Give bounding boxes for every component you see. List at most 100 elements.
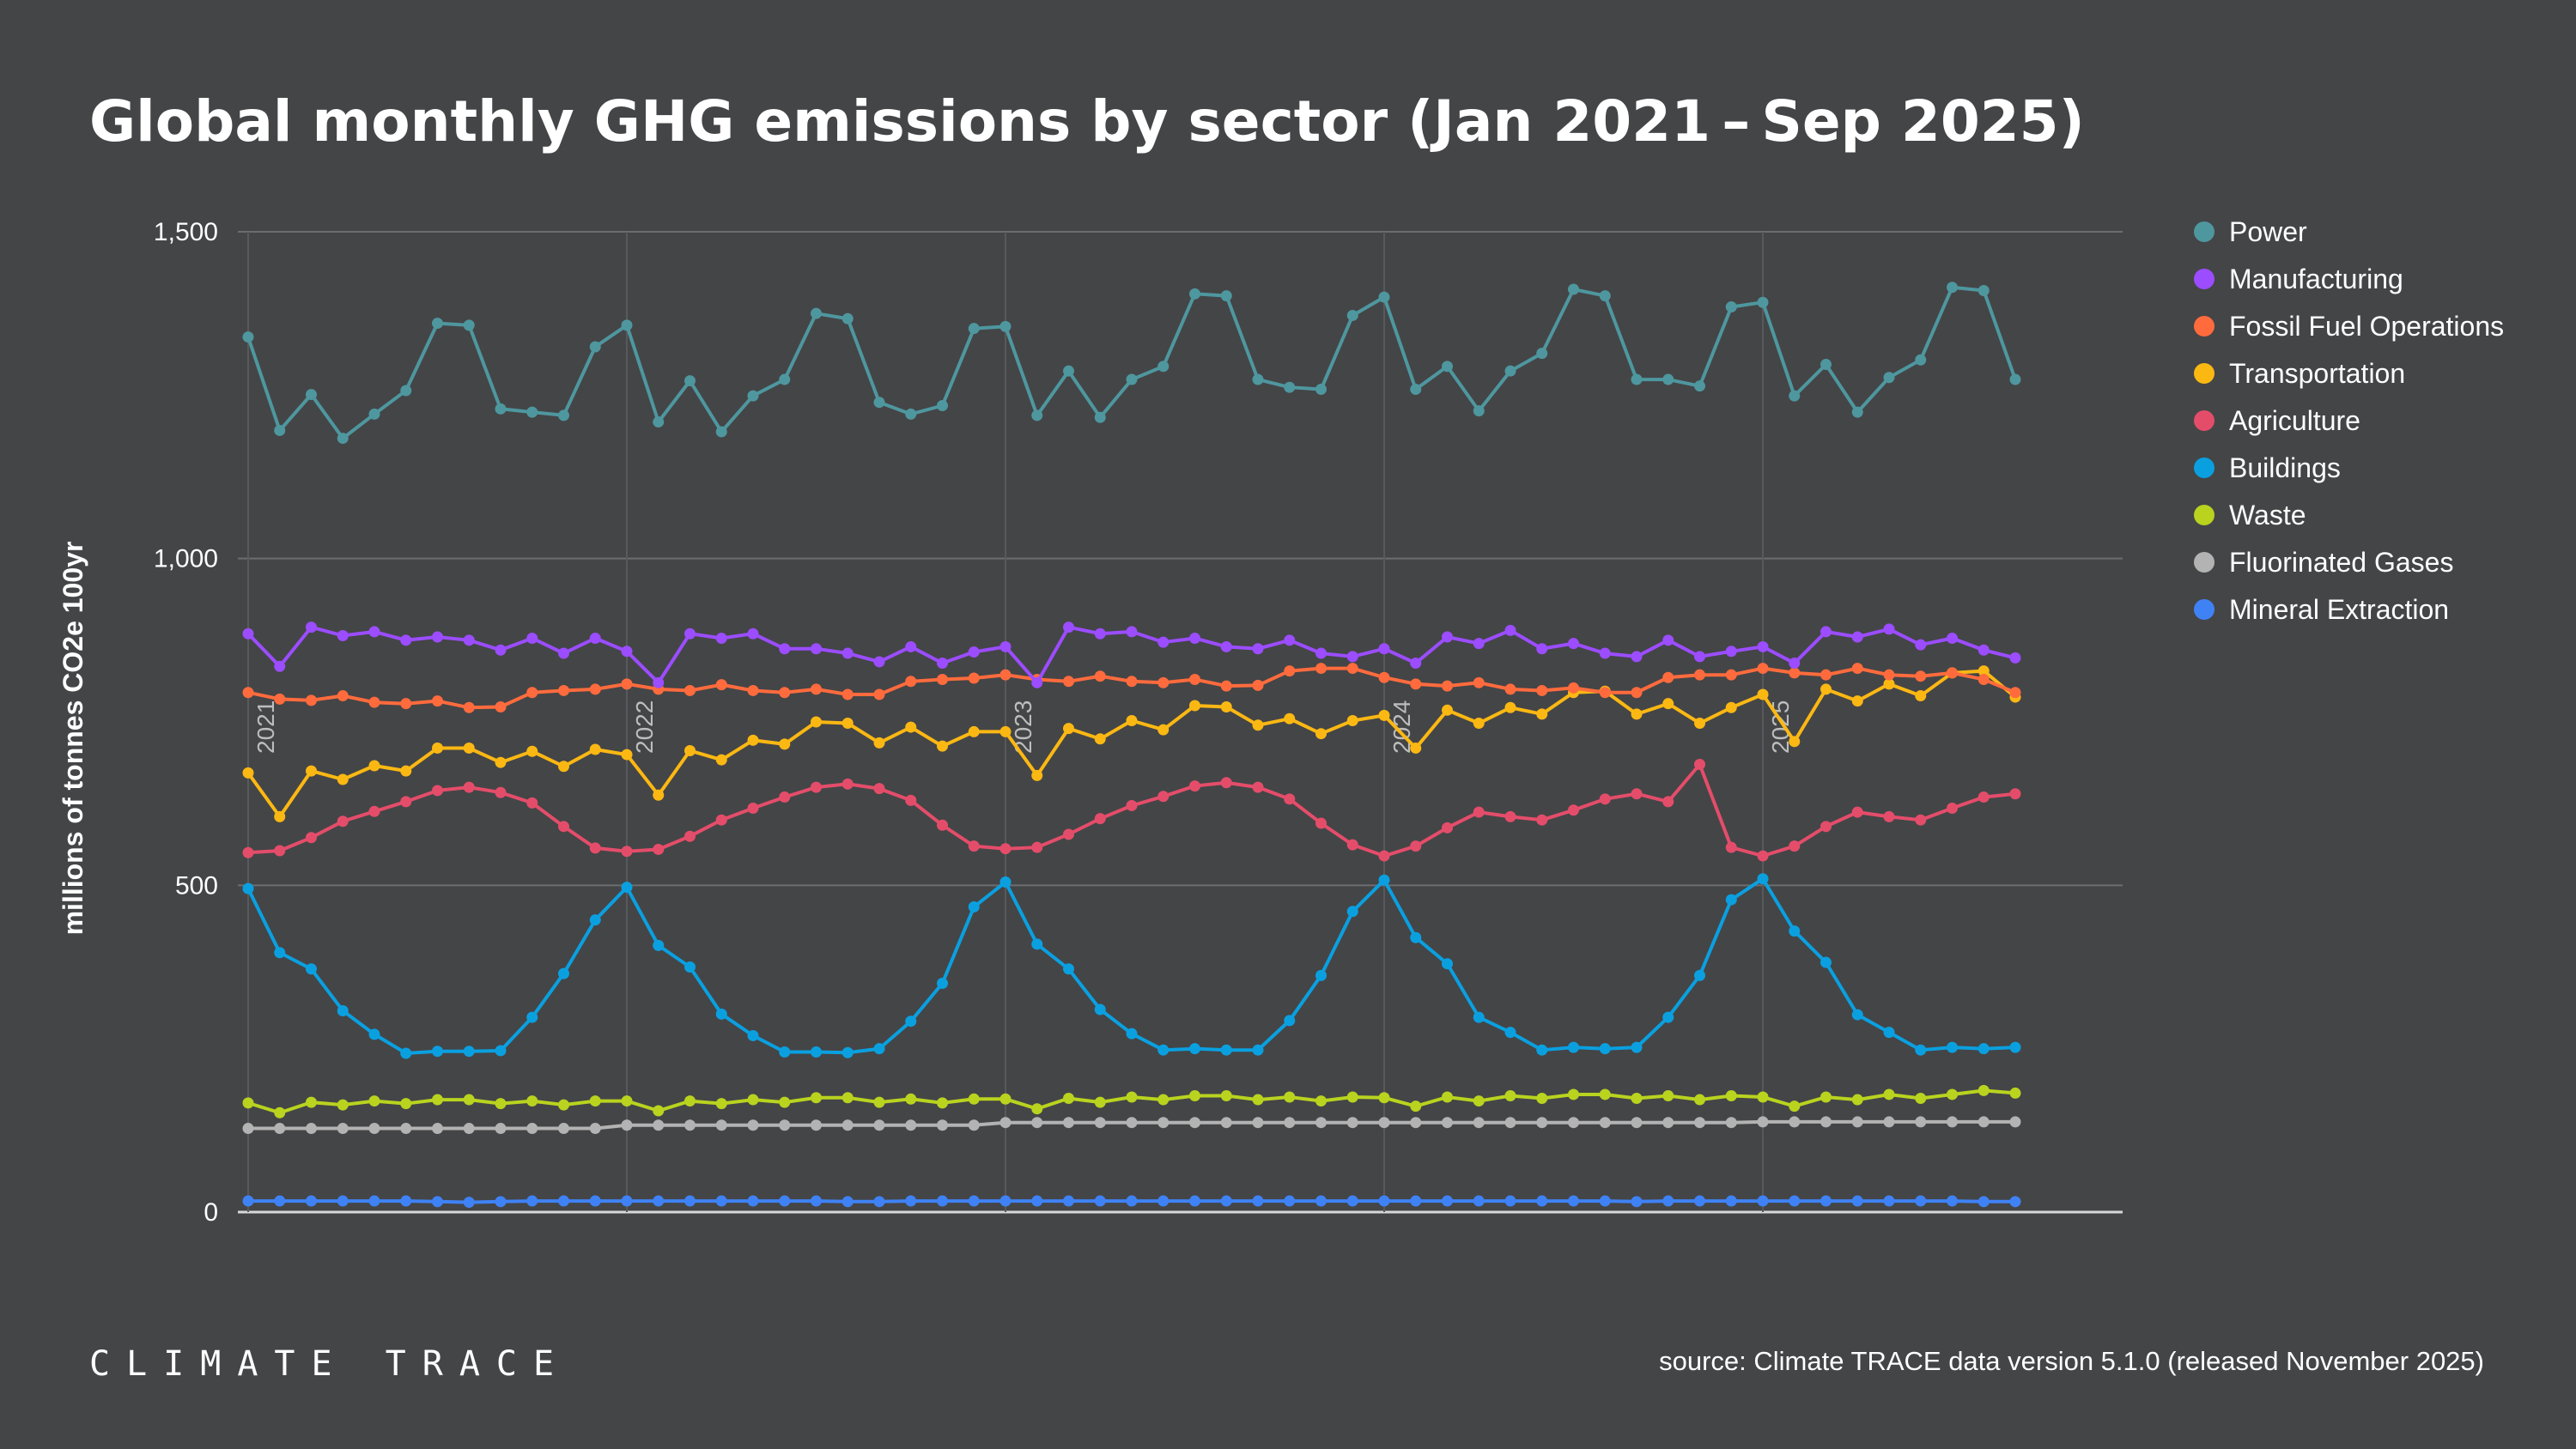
data-point [1883,669,1895,681]
data-point [1662,1089,1674,1101]
data-point [1568,682,1579,694]
data-point [558,409,569,421]
data-point [274,1195,286,1207]
data-point [1378,291,1390,303]
data-point [1820,1091,1832,1103]
data-point [432,318,443,330]
data-point [1031,409,1043,421]
data-point [1789,657,1801,669]
data-point [1851,1116,1863,1128]
data-point [1442,1117,1453,1129]
data-point [1378,1092,1390,1104]
legend-item[interactable]: Mineral Extraction [2194,594,2449,625]
data-point [621,749,633,761]
legend-label: Waste [2229,500,2306,530]
data-point [937,740,948,752]
y-axis-ticks: 0 500 1,000 1,500 [154,218,218,1227]
legend-label: Fossil Fuel Operations [2229,311,2504,342]
data-point [968,840,980,852]
data-point [1189,1043,1200,1055]
legend-item[interactable]: Manufacturing [2194,264,2403,294]
data-point [242,1195,254,1207]
data-point [1031,1103,1043,1115]
data-point [1820,683,1832,695]
data-point [1536,1044,1548,1056]
data-point [1410,840,1422,852]
data-point [558,1123,569,1135]
data-point [1315,969,1327,981]
data-point [873,656,885,668]
data-point [242,882,254,894]
data-point [1947,633,1958,645]
data-point [621,319,633,331]
data-point [1378,709,1390,721]
data-point [1252,643,1264,655]
data-point [558,821,569,833]
data-point [337,1195,349,1207]
data-point [1315,817,1327,829]
data-point [1378,850,1390,862]
data-point [274,424,286,436]
data-point [526,633,538,645]
legend-marker-icon [2194,552,2215,573]
data-point [463,634,475,646]
data-point [1599,647,1611,659]
data-point [463,319,475,331]
x-axis-ticks: 2021 2022 2023 2024 2025 [252,700,1794,754]
data-point [1851,1009,1863,1021]
data-point [1220,1044,1232,1056]
data-point [1094,1096,1106,1108]
data-point [558,684,569,696]
data-point [937,1119,948,1131]
legend-item[interactable]: Agriculture [2194,405,2360,436]
legend-item[interactable]: Waste [2194,500,2306,530]
data-point [1725,894,1737,906]
data-point [841,688,854,700]
data-point [1631,788,1643,800]
legend-label: Agriculture [2229,405,2360,436]
data-point [747,1195,759,1207]
data-point [1252,1044,1264,1056]
data-point [1284,1195,1296,1207]
legend-item[interactable]: Transportation [2194,358,2405,389]
data-point [306,1096,317,1108]
data-point [1662,1117,1674,1129]
data-point [1820,626,1832,638]
legend-item[interactable]: Power [2194,216,2307,247]
data-point [1662,1195,1674,1207]
data-point [1694,1117,1705,1129]
data-point [1442,361,1453,373]
data-point [1915,814,1927,826]
series-fossil-fuel-operations [242,663,2021,713]
legend-item[interactable]: Buildings [2194,452,2341,483]
data-point [558,761,569,773]
series-line [247,666,2016,710]
data-point [1504,1117,1516,1129]
data-point [1883,810,1895,822]
data-point [1220,1195,1232,1207]
data-point [937,1195,948,1207]
data-point [1536,348,1548,360]
data-point [747,390,759,402]
data-point [1725,701,1737,713]
data-point [526,1011,538,1023]
data-point [1915,354,1927,366]
data-point [999,843,1012,855]
legend-marker-icon [2194,410,2215,431]
data-point [1568,1041,1579,1053]
data-point [589,633,601,645]
source-note: source: Climate TRACE data version 5.1.0… [1659,1346,2484,1376]
data-point [905,408,917,420]
data-point [242,846,254,858]
data-point [1442,1195,1453,1207]
data-point [1536,684,1548,696]
data-point [1063,1093,1074,1105]
data-point [937,978,948,990]
legend-marker-icon [2194,599,2215,620]
data-point [463,1197,475,1209]
x-tick-label: 2021 [252,700,279,754]
legend-item[interactable]: Fossil Fuel Operations [2194,311,2504,342]
data-point [1220,680,1232,692]
legend-item[interactable]: Fluorinated Gases [2194,547,2453,578]
